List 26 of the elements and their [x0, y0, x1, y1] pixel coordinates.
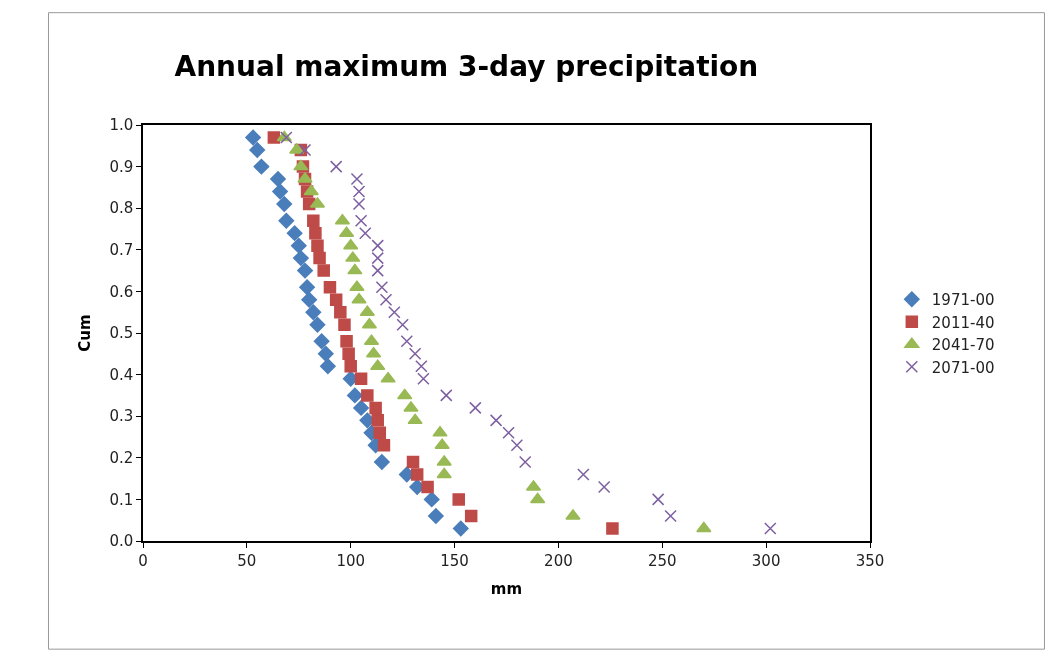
- chart-title: Annual maximum 3-day precipitation: [174, 50, 759, 83]
- y-tick-label: 0.1: [109, 490, 134, 509]
- y-tick-label: 0.6: [109, 282, 134, 301]
- x-tick-label: 350: [855, 551, 885, 570]
- legend-label: 2041-70: [931, 336, 995, 355]
- x-tick-label: 300: [751, 551, 781, 570]
- y-tick-label: 0.5: [109, 324, 134, 343]
- legend-label: 1971-00: [931, 291, 995, 310]
- x-tick-label: 100: [336, 551, 366, 570]
- x-tick-label: 250: [647, 551, 677, 570]
- x-tick-label: 50: [237, 551, 257, 570]
- y-tick-label: 0.4: [109, 365, 134, 384]
- legend-label: 2011-40: [931, 313, 995, 332]
- x-tick-label: 0: [138, 551, 148, 570]
- y-tick-label: 1.0: [109, 116, 134, 135]
- x-tick-label: 150: [440, 551, 469, 570]
- y-tick-label: 0.8: [109, 199, 134, 218]
- y-tick-label: 0.7: [109, 241, 134, 260]
- x-axis-title: mm: [490, 580, 523, 599]
- y-tick-label: 0.2: [109, 449, 134, 468]
- y-tick-label: 0.9: [109, 157, 134, 176]
- legend-label: 2071-00: [931, 358, 995, 377]
- y-tick-label: 0.3: [109, 407, 134, 426]
- x-tick-label: 200: [544, 551, 573, 570]
- y-axis-title: Cum: [76, 314, 95, 352]
- y-tick-label: 0.0: [109, 532, 134, 551]
